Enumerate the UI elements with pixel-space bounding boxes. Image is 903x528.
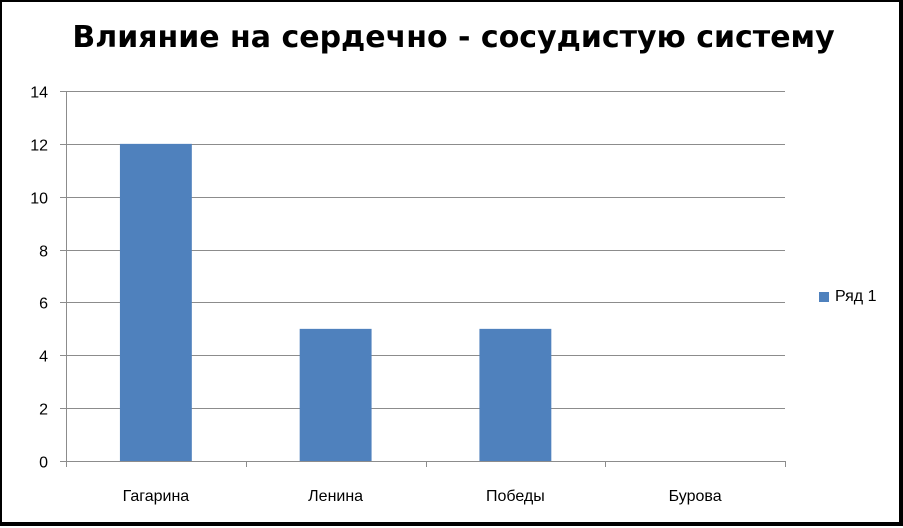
x-tick-label: Победы <box>486 488 545 505</box>
legend: Ряд 1 <box>819 288 876 306</box>
bar <box>299 328 372 461</box>
chart-title: Влияние на сердечно - сосудистую систему <box>72 20 835 55</box>
legend-swatch <box>819 292 829 302</box>
bar <box>119 143 192 461</box>
y-tick-label: 0 <box>39 455 48 472</box>
y-tick-label: 12 <box>30 138 48 155</box>
legend-label: Ряд 1 <box>835 288 877 305</box>
y-tick-label: 14 <box>30 85 48 102</box>
y-tick-label: 2 <box>39 402 48 419</box>
y-tick-label: 4 <box>39 349 48 366</box>
x-tick-label: Гагарина <box>123 488 190 505</box>
y-tick-label: 10 <box>30 191 48 208</box>
x-tick-label: Ленина <box>308 488 363 505</box>
x-tick-label: Бурова <box>669 488 722 505</box>
bar <box>479 328 552 461</box>
y-tick-label: 8 <box>39 244 48 261</box>
y-tick-label: 6 <box>39 296 48 313</box>
